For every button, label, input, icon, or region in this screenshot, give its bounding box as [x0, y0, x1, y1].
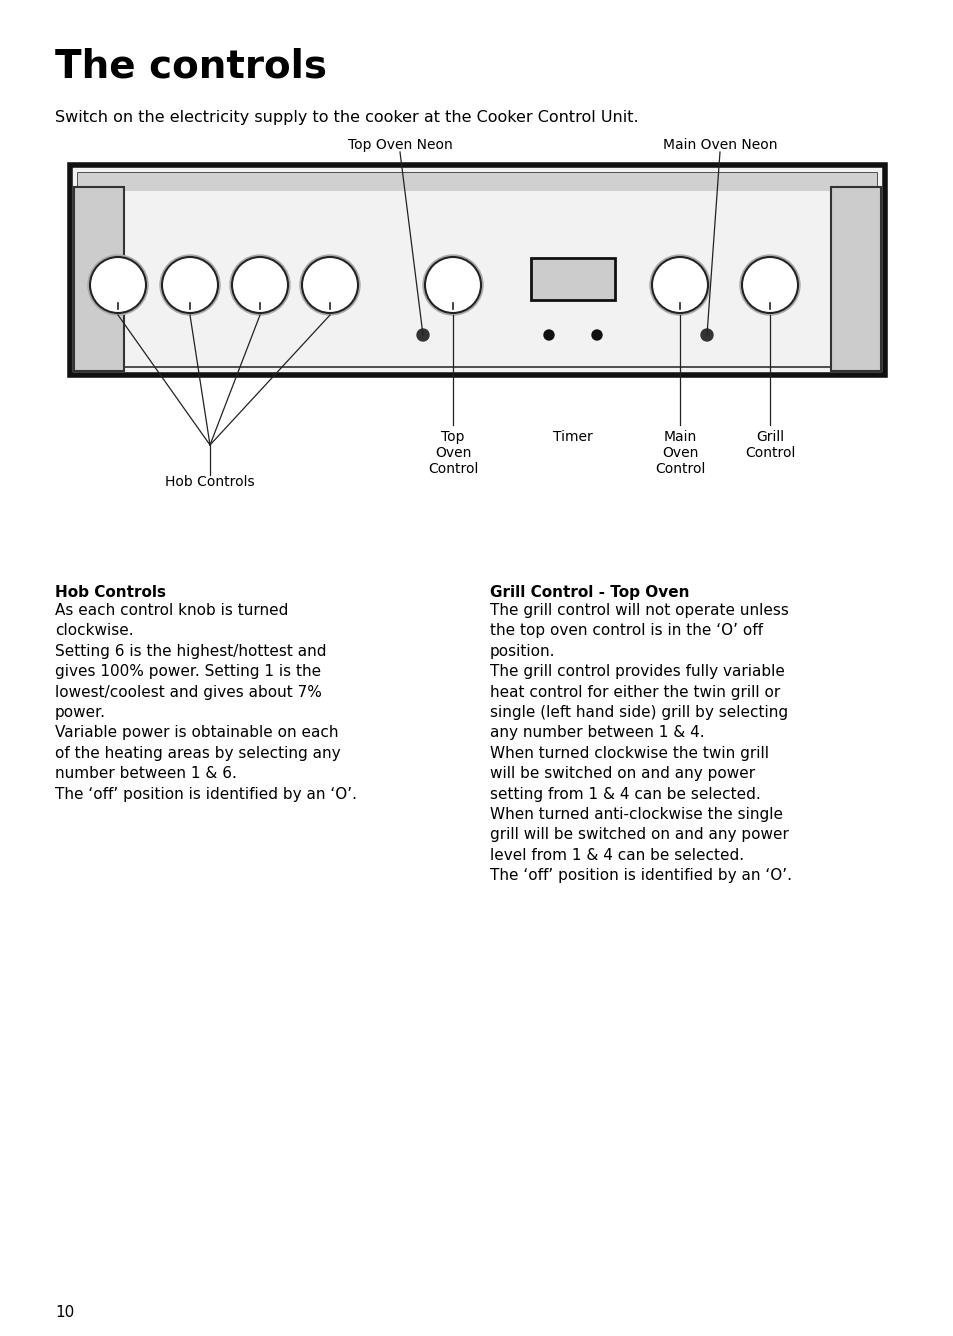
Circle shape [649, 255, 709, 315]
Text: Top
Oven
Control: Top Oven Control [427, 430, 477, 477]
Bar [78, 172, 876, 367]
Bar [531, 258, 615, 301]
Bar [74, 187, 124, 371]
Circle shape [741, 257, 797, 313]
Text: Grill
Control: Grill Control [744, 430, 795, 460]
Bar [830, 187, 880, 371]
Circle shape [700, 329, 712, 341]
Circle shape [424, 257, 480, 313]
Text: Top Oven Neon: Top Oven Neon [347, 138, 452, 152]
Circle shape [162, 257, 218, 313]
Text: Hob Controls: Hob Controls [55, 585, 166, 600]
Circle shape [592, 330, 601, 339]
Circle shape [90, 257, 146, 313]
Circle shape [232, 257, 288, 313]
Text: 10: 10 [55, 1305, 74, 1320]
Circle shape [416, 329, 429, 341]
Circle shape [230, 255, 290, 315]
Text: Switch on the electricity supply to the cooker at the Cooker Control Unit.: Switch on the electricity supply to the … [55, 110, 638, 126]
Circle shape [422, 255, 482, 315]
Circle shape [740, 255, 800, 315]
Text: The grill control will not operate unless
the top oven control is in the ‘O’ off: The grill control will not operate unles… [490, 603, 791, 883]
Text: Main Oven Neon: Main Oven Neon [662, 138, 777, 152]
Text: Grill Control - Top Oven: Grill Control - Top Oven [490, 585, 689, 600]
Circle shape [302, 257, 357, 313]
Bar [70, 166, 884, 375]
Circle shape [543, 330, 554, 339]
Text: As each control knob is turned
clockwise.
Setting 6 is the highest/hottest and
g: As each control knob is turned clockwise… [55, 603, 356, 802]
Text: Main
Oven
Control: Main Oven Control [654, 430, 704, 477]
Text: Hob Controls: Hob Controls [165, 476, 254, 489]
Text: The controls: The controls [55, 48, 327, 86]
Circle shape [160, 255, 220, 315]
Text: Timer: Timer [553, 430, 592, 444]
Circle shape [651, 257, 707, 313]
Bar [78, 172, 876, 191]
Circle shape [299, 255, 359, 315]
Circle shape [88, 255, 148, 315]
